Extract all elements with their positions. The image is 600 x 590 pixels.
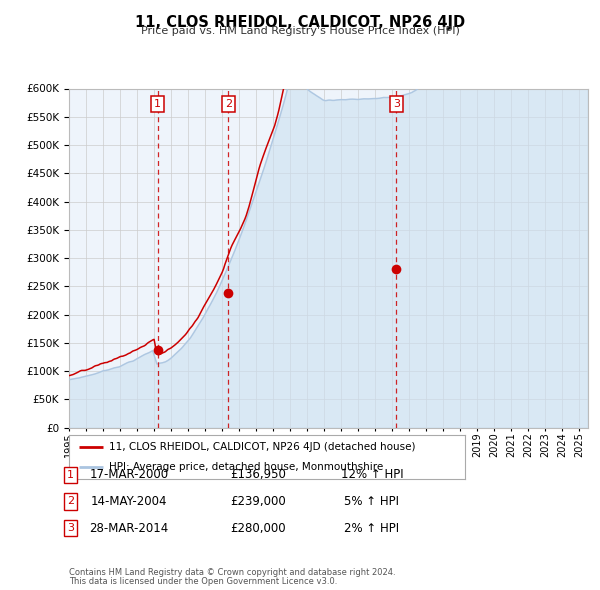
Text: 2% ↑ HPI: 2% ↑ HPI [344,522,400,535]
Text: £280,000: £280,000 [230,522,286,535]
Text: 5% ↑ HPI: 5% ↑ HPI [344,495,400,508]
Text: 2: 2 [225,99,232,109]
Text: £136,950: £136,950 [230,468,286,481]
Text: HPI: Average price, detached house, Monmouthshire: HPI: Average price, detached house, Monm… [109,462,383,472]
Text: 2: 2 [67,497,74,506]
Text: 11, CLOS RHEIDOL, CALDICOT, NP26 4JD: 11, CLOS RHEIDOL, CALDICOT, NP26 4JD [135,15,465,30]
Text: 1: 1 [154,99,161,109]
Text: 17-MAR-2000: 17-MAR-2000 [89,468,169,481]
Text: 11, CLOS RHEIDOL, CALDICOT, NP26 4JD (detached house): 11, CLOS RHEIDOL, CALDICOT, NP26 4JD (de… [109,442,415,452]
Text: £239,000: £239,000 [230,495,286,508]
Text: 1: 1 [67,470,74,480]
Text: 3: 3 [393,99,400,109]
Text: 14-MAY-2004: 14-MAY-2004 [91,495,167,508]
Text: Contains HM Land Registry data © Crown copyright and database right 2024.: Contains HM Land Registry data © Crown c… [69,568,395,577]
Text: 3: 3 [67,523,74,533]
Text: This data is licensed under the Open Government Licence v3.0.: This data is licensed under the Open Gov… [69,577,337,586]
Text: 12% ↑ HPI: 12% ↑ HPI [341,468,403,481]
Text: Price paid vs. HM Land Registry's House Price Index (HPI): Price paid vs. HM Land Registry's House … [140,26,460,36]
Text: 28-MAR-2014: 28-MAR-2014 [89,522,169,535]
